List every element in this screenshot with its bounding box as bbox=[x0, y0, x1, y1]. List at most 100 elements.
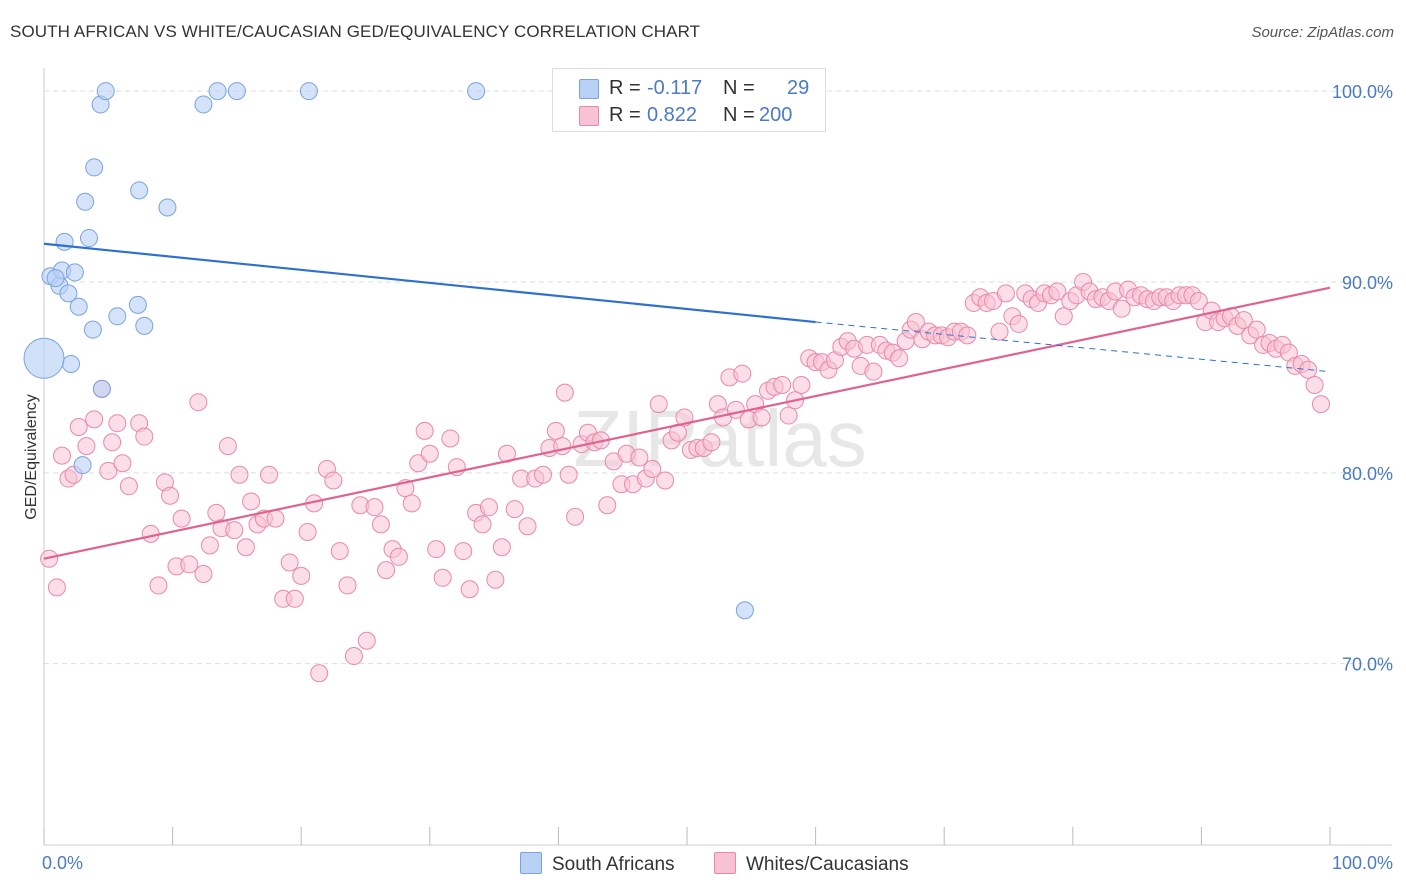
whites-point bbox=[47, 578, 66, 597]
n-value: 29 bbox=[787, 77, 810, 99]
n-value: 200 bbox=[759, 104, 793, 126]
south-africans-trendline bbox=[43, 242, 816, 324]
whites-point bbox=[409, 454, 428, 473]
whites-point bbox=[427, 540, 446, 559]
r-value: -0.117 bbox=[647, 77, 703, 99]
south-africans-point bbox=[194, 95, 213, 114]
whites-legend-swatch bbox=[714, 852, 736, 874]
whites-point bbox=[338, 576, 357, 595]
whites-legend-label: Whites/Caucasians bbox=[746, 854, 909, 875]
whites-point bbox=[69, 418, 88, 437]
stats-legend: R = -0.117 N = 29 R = 0.822 N = 200 bbox=[552, 68, 826, 132]
whites-point bbox=[200, 536, 219, 555]
whites-point bbox=[566, 507, 585, 526]
whites-point bbox=[598, 496, 617, 515]
whites-point bbox=[189, 393, 208, 412]
south-africans-point bbox=[299, 82, 318, 101]
whites-point bbox=[230, 465, 249, 484]
x-tick-label: 100.0% bbox=[1332, 853, 1393, 873]
south-africans-point bbox=[62, 355, 81, 374]
south-africans-point bbox=[227, 82, 246, 101]
south-africans-point bbox=[69, 297, 88, 316]
whites-point bbox=[218, 437, 237, 456]
whites-point bbox=[441, 429, 460, 448]
whites-point bbox=[1054, 307, 1073, 326]
whites-point bbox=[99, 461, 118, 480]
whites-swatch bbox=[579, 106, 599, 126]
whites-point bbox=[266, 509, 285, 528]
south-africans-point bbox=[83, 320, 102, 339]
whites-point bbox=[649, 395, 668, 414]
whites-point bbox=[324, 471, 343, 490]
whites-point bbox=[402, 494, 421, 513]
whites-point bbox=[486, 570, 505, 589]
r-label: R = bbox=[609, 77, 641, 99]
whites-point bbox=[285, 589, 304, 608]
legend-south-africans: South Africans bbox=[520, 852, 675, 876]
legend-whites: Whites/Caucasians bbox=[714, 852, 909, 876]
whites-point bbox=[505, 500, 524, 519]
south-africans-trendline-extension bbox=[815, 321, 1331, 373]
south-africans-point bbox=[59, 284, 78, 303]
whites-point bbox=[415, 421, 434, 440]
whites-point bbox=[108, 414, 127, 433]
tick-labels: 70.0% 80.0% 90.0% 100.0% 0.0% 100.0% bbox=[42, 82, 1393, 873]
whites-point bbox=[559, 465, 578, 484]
south-africans-point bbox=[96, 82, 115, 101]
whites-point bbox=[492, 538, 511, 557]
whites-point bbox=[733, 364, 752, 383]
whites-point bbox=[752, 408, 771, 427]
south-africans-point bbox=[55, 232, 74, 251]
whites-point bbox=[773, 376, 792, 395]
whites-point bbox=[207, 503, 226, 522]
whites-point bbox=[365, 498, 384, 517]
whites-point bbox=[643, 459, 662, 478]
whites-point bbox=[310, 664, 329, 683]
whites-point bbox=[149, 576, 168, 595]
south-africans-point bbox=[467, 82, 486, 101]
whites-point bbox=[377, 561, 396, 580]
whites-point bbox=[1305, 376, 1324, 395]
whites-point bbox=[630, 448, 649, 467]
whites-point bbox=[357, 631, 376, 650]
axes bbox=[43, 68, 1392, 846]
whites-point bbox=[553, 437, 572, 456]
south-africans-point-large bbox=[23, 337, 65, 379]
whites-point bbox=[161, 486, 180, 505]
y-tick-label: 80.0% bbox=[1342, 464, 1393, 484]
whites-point bbox=[990, 322, 1009, 341]
whites-point bbox=[371, 515, 390, 534]
whites-point bbox=[473, 515, 492, 534]
whites-point bbox=[533, 465, 552, 484]
whites-point bbox=[85, 410, 104, 429]
whites-point bbox=[292, 566, 311, 585]
whites-point bbox=[890, 349, 909, 368]
y-axis-label: GED/Equivalency bbox=[23, 394, 40, 519]
whites-point bbox=[479, 498, 498, 517]
whites-point bbox=[958, 326, 977, 345]
whites-point bbox=[344, 647, 363, 666]
whites-point bbox=[260, 465, 279, 484]
south-africans-point bbox=[73, 456, 92, 475]
trendlines bbox=[43, 242, 1331, 560]
y-tick-label: 90.0% bbox=[1342, 273, 1393, 293]
whites-point bbox=[119, 477, 138, 496]
whites-trendline bbox=[43, 286, 1331, 560]
whites-point bbox=[864, 362, 883, 381]
whites-point bbox=[298, 522, 317, 541]
whites-point bbox=[460, 580, 479, 599]
legend-row-south-africans: R = -0.117 N = 29 bbox=[553, 75, 825, 101]
south-africans-point bbox=[65, 263, 84, 282]
whites-point bbox=[389, 547, 408, 566]
n-label: N = bbox=[723, 104, 755, 126]
whites-point bbox=[996, 284, 1015, 303]
y-tick-label: 70.0% bbox=[1342, 655, 1393, 675]
south-africans-point bbox=[46, 269, 65, 288]
whites-point bbox=[280, 553, 299, 572]
whites-point bbox=[135, 427, 154, 446]
chart-source: Source: ZipAtlas.com bbox=[1251, 24, 1394, 41]
whites-point bbox=[236, 538, 255, 557]
south-africans-point bbox=[92, 379, 111, 398]
whites-point bbox=[172, 509, 191, 528]
